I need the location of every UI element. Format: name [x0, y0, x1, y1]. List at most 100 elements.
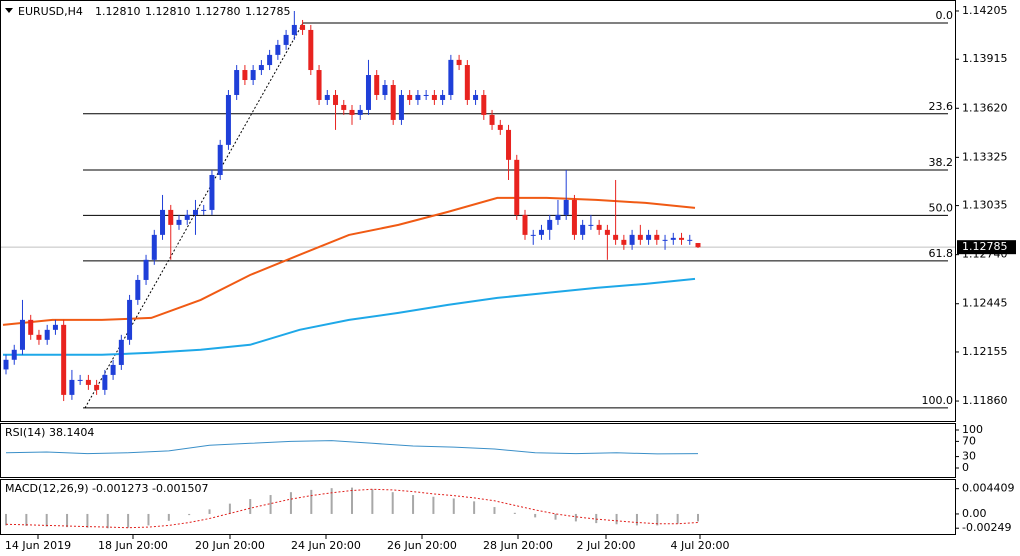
- macd-bar: [106, 513, 109, 529]
- y-tick-label: -0.00249: [962, 521, 1011, 534]
- x-tick-label: 18 Jun 20:00: [98, 539, 168, 552]
- candle-body: [489, 114, 495, 125]
- macd-bar: [249, 499, 252, 514]
- candle-body: [621, 239, 627, 245]
- candle-body: [61, 324, 67, 395]
- y-tick-label: 0.00: [962, 507, 987, 520]
- y-tick-label: 100: [962, 423, 983, 436]
- candle-body: [250, 70, 256, 81]
- y-tick-label: 1.13035: [962, 199, 1008, 212]
- x-tick-label: 26 Jun 20:00: [387, 539, 457, 552]
- candle-body: [291, 24, 297, 35]
- candle-body: [77, 379, 83, 381]
- macd-bar: [574, 513, 577, 522]
- ohlc-label: 1.12780: [195, 5, 241, 18]
- y-tick-label: 1.14205: [962, 4, 1008, 17]
- y-tick-label: 1.12155: [962, 345, 1008, 358]
- x-tick-label: 20 Jun 20:00: [195, 539, 265, 552]
- macd-bar: [432, 496, 435, 514]
- candle-body: [275, 44, 281, 55]
- candle-body: [530, 234, 536, 236]
- macd-bar: [25, 513, 28, 526]
- macd-bar: [513, 512, 516, 514]
- x-tick-label: 4 Jul 20:00: [671, 539, 730, 552]
- candle-body: [538, 229, 544, 235]
- candle-body: [662, 239, 668, 241]
- candle-body: [69, 379, 75, 395]
- candle-body: [127, 299, 133, 340]
- macd-bar: [45, 513, 48, 527]
- menu-triangle: [5, 8, 13, 13]
- ohlc-label: 1.12785: [245, 5, 291, 18]
- candle-body: [629, 234, 635, 245]
- y-tick-label: 0.004409: [962, 482, 1015, 495]
- candle-body: [225, 94, 231, 145]
- candle-body: [604, 229, 610, 235]
- candle-body: [382, 84, 388, 95]
- candle-body: [374, 75, 380, 95]
- macd-panel: [0, 479, 956, 535]
- candle-body: [547, 219, 553, 230]
- candle-body: [118, 339, 124, 365]
- macd-bar: [127, 513, 130, 528]
- candle-body: [184, 214, 190, 220]
- macd-bar: [595, 513, 598, 524]
- macd-bar: [391, 492, 394, 514]
- candle-body: [580, 224, 586, 235]
- macd-bar: [615, 513, 618, 525]
- fib-label: 100.0: [922, 394, 954, 407]
- fib-label: 0.0: [936, 9, 954, 22]
- y-tick-label: 1.13620: [962, 101, 1008, 114]
- macd-bar: [371, 489, 374, 514]
- candle-body: [571, 199, 577, 235]
- candle-body: [94, 384, 100, 390]
- candle-body: [201, 209, 207, 211]
- macd-bar: [676, 513, 679, 524]
- candle-body: [349, 109, 355, 115]
- macd-bar: [330, 488, 333, 514]
- candle-body: [613, 234, 619, 240]
- rsi-title: RSI(14) 38.1404: [5, 426, 94, 439]
- candle-body: [160, 209, 166, 235]
- macd-bar: [66, 513, 69, 528]
- last-price-label: 1.12785: [962, 240, 1008, 253]
- macd-bar: [208, 509, 211, 514]
- candle-body: [390, 84, 396, 120]
- macd-bar: [5, 513, 7, 526]
- fib-label: 50.0: [929, 201, 954, 214]
- macd-title: MACD(12,26,9) -0.001273 -0.001507: [5, 482, 208, 495]
- candle-body: [308, 29, 314, 71]
- ohlc-label: 1.12810: [145, 5, 191, 18]
- macd-bar: [310, 489, 313, 514]
- x-tick-label: 2 Jul 20:00: [577, 539, 636, 552]
- macd-bar: [289, 492, 292, 514]
- moving-average: [2, 196, 696, 326]
- candle-body: [514, 159, 520, 215]
- symbol-title: EURUSD,H4: [18, 5, 83, 18]
- candle-body: [110, 364, 116, 375]
- candle-body: [563, 199, 569, 215]
- macd-bar: [228, 503, 231, 514]
- candle-body: [679, 237, 685, 240]
- candle-body: [283, 34, 289, 45]
- candle-body: [522, 214, 528, 235]
- candle-body: [258, 65, 264, 71]
- candle-body: [28, 319, 34, 335]
- candle-body: [151, 234, 157, 260]
- candle-body: [646, 234, 652, 240]
- candle-body: [168, 209, 174, 225]
- x-tick-label: 14 Jun 2019: [5, 539, 71, 552]
- signal-line: [5, 488, 699, 529]
- candle-body: [300, 24, 306, 30]
- candle-body: [209, 174, 215, 210]
- candle-body: [176, 219, 182, 225]
- candle-body: [135, 279, 141, 300]
- macd-bar: [554, 513, 557, 520]
- candle-body: [506, 129, 512, 160]
- candle-body: [341, 104, 347, 110]
- moving-average: [3, 277, 696, 356]
- candle-body: [448, 59, 454, 95]
- candle-body: [423, 94, 429, 96]
- candle-body: [143, 259, 149, 280]
